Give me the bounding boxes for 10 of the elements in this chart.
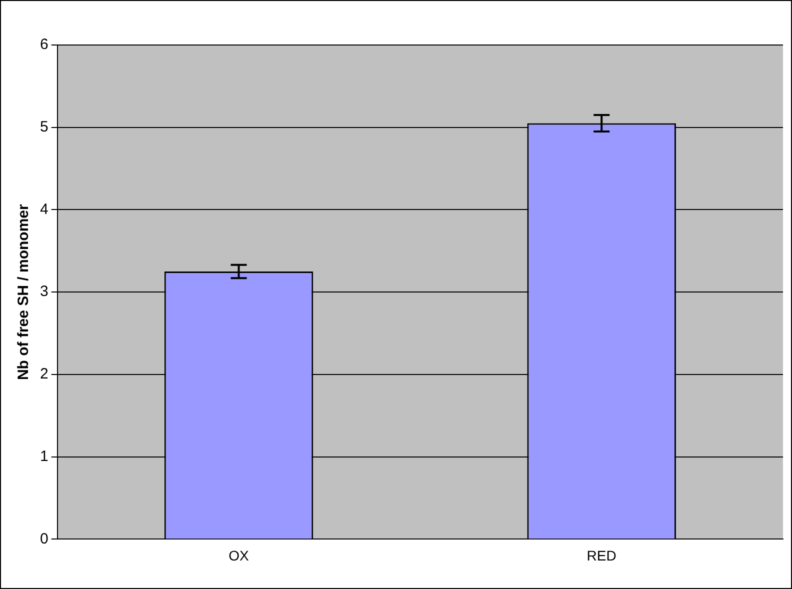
y-tick-label: 0 — [40, 530, 48, 548]
y-tick-label: 1 — [40, 448, 48, 465]
y-tick-label: 6 — [40, 36, 48, 54]
y-tick-label: 3 — [40, 283, 48, 300]
x-tick-label: OX — [228, 547, 250, 564]
y-tick-label: 4 — [40, 200, 48, 218]
y-tick-label: 2 — [40, 366, 48, 383]
x-tick-label: RED — [586, 547, 616, 564]
y-axis-title: Nb of free SH / monomer — [15, 204, 32, 380]
y-tick-label: 5 — [40, 118, 48, 136]
